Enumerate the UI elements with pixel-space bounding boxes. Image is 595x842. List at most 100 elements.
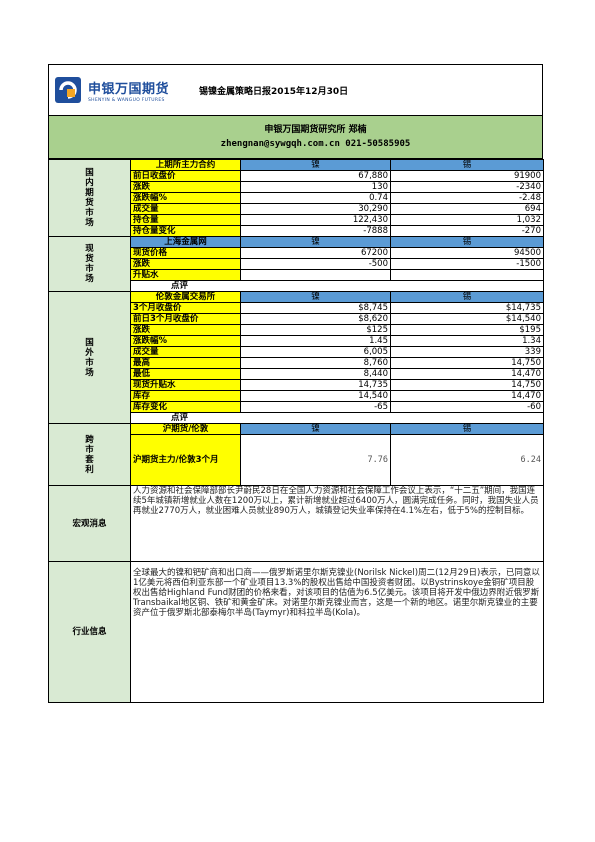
nickel-value: $125 [240,324,391,336]
nickel-value: 8,760 [240,357,391,369]
row-label: 成交量 [130,346,241,358]
market-table: 国内期货市场 上期所主力合约 镍 锡 前日收盘价 67,880 91900 涨跌 13… [48,159,544,703]
row-label: 最低 [130,368,241,380]
table-row: 涨跌 -500 -1500 [49,258,544,270]
row-label: 最高 [130,357,241,369]
col-tin: 锡 [390,159,544,171]
arbitrage-header-row: 跨市套利 沪期货/伦敦 镍 锡 [48,423,544,486]
nickel-value: 8,440 [240,368,391,380]
tin-value: 1.34 [390,335,544,347]
tin-value: 1,032 [390,214,544,226]
tin-value: -1500 [390,258,544,270]
comment-label: 点评 [130,412,544,424]
col-tin: 锡 [390,423,544,435]
row-label: 库存变化 [130,401,241,413]
logo-chinese-name: 申银万国期货 [88,81,170,97]
col-nickel: 镍 [240,423,391,435]
nickel-value: 6,005 [240,346,391,358]
table-row: 前日收盘价 67,880 91900 [49,170,544,182]
row-label: 现货升贴水 [130,379,241,391]
industry-label: 行业信息 [48,561,131,703]
tin-value: $14,735 [390,302,544,314]
col-nickel: 镍 [240,291,391,303]
row-label: 涨跌幅% [130,192,241,204]
row-label: 涨跌 [130,258,241,270]
company-logo: 申银万国期货 SHENYIN & WANGUO FUTURES [49,65,189,115]
domestic-header-label: 上期所主力合约 [130,159,241,171]
domestic-header-row: 国内期货市场 上期所主力合约 镍 锡 [48,159,544,237]
row-label: 前日收盘价 [130,170,241,182]
nickel-value: 14,540 [240,390,391,402]
arbitrage-section-label: 跨市套利 [48,423,131,486]
report-sheet: 申银万国期货 SHENYIN & WANGUO FUTURES 锡镍金属策略日报… [48,64,544,703]
nickel-value: 30,290 [240,203,391,215]
table-row: 成交量 30,290 694 [49,203,544,215]
spot-header-label: 上海金属网 [130,236,241,248]
row-label: 持仓量变化 [130,225,241,237]
nickel-value: -65 [240,401,391,413]
logo-english-name: SHENYIN & WANGUO FUTURES [88,97,165,103]
foreign-section-label: 国外市场 [48,291,131,424]
row-label: 沪期货主力/伦敦3个月 [130,434,241,486]
comment-label: 点评 [130,280,544,292]
row-label: 涨跌 [130,324,241,336]
nickel-value [240,269,391,281]
tin-value: -2340 [390,181,544,193]
row-label: 前日3个月收盘价 [130,313,241,325]
table-row: 成交量 6,005 339 [49,346,544,358]
col-tin: 锡 [390,236,544,248]
author-name: 申银万国期货研究所 郑楠 [264,125,367,135]
nickel-value: -500 [240,258,391,270]
nickel-value: $8,745 [240,302,391,314]
tin-value: 694 [390,203,544,215]
table-row: 3个月收盘价 $8,745 $14,735 [49,302,544,314]
report-header: 申银万国期货 SHENYIN & WANGUO FUTURES 锡镍金属策略日报… [48,64,543,116]
tin-value: 339 [390,346,544,358]
author-banner: 申银万国期货研究所 郑楠 zhengnan@sywgqh.com.cn 021-… [48,116,543,159]
row-label: 涨跌 [130,181,241,193]
col-nickel: 镍 [240,159,391,171]
nickel-value: 14,735 [240,379,391,391]
tin-value: 91900 [390,170,544,182]
nickel-value: 0.74 [240,192,391,204]
nickel-value: -7888 [240,225,391,237]
author-contact: zhengnan@sywgqh.com.cn 021-50585905 [220,139,411,149]
tin-value: -60 [390,401,544,413]
row-label: 升贴水 [130,269,241,281]
nickel-value: $8,620 [240,313,391,325]
nickel-ratio: 7.76 [240,434,391,486]
tin-value: $14,540 [390,313,544,325]
spot-section-label: 现货市场 [48,236,131,292]
report-title: 锡镍金属策略日报2015年12月30日 [199,86,349,97]
logo-icon [55,77,81,103]
nickel-value: 67,880 [240,170,391,182]
arbitrage-header-label: 沪期货/伦敦 [130,423,241,435]
foreign-header-label: 伦敦金属交易所 [130,291,241,303]
industry-text: 全球最大的镍和钯矿商和出口商——俄罗斯诺里尔斯克镍业(Norilsk Nicke… [130,561,544,703]
table-row: 最高 8,760 14,750 [49,357,544,369]
row-label: 3个月收盘价 [130,302,241,314]
table-row: 库存 14,540 14,470 [49,390,544,402]
nickel-value: 122,430 [240,214,391,226]
row-label: 成交量 [130,203,241,215]
macro-text: 人力资源和社会保障部部长尹蔚民28日在全国人力资源和社会保障工作会议上表示，“十… [130,485,544,562]
tin-value: 14,470 [390,390,544,402]
col-nickel: 镍 [240,236,391,248]
tin-value: 14,470 [390,368,544,380]
tin-value: -270 [390,225,544,237]
row-label: 库存 [130,390,241,402]
tin-value: 94500 [390,247,544,259]
arbitrage-ratio-row: 沪期货主力/伦敦3个月 7.76 6.24 [49,434,544,486]
tin-value [390,269,544,281]
col-tin: 锡 [390,291,544,303]
tin-value: $195 [390,324,544,336]
domestic-section-label: 国内期货市场 [48,159,131,237]
tin-value: 14,750 [390,379,544,391]
table-row: 涨跌幅% 1.45 1.34 [49,335,544,347]
table-row: 持仓量 122,430 1,032 [49,214,544,226]
tin-value: -2.48 [390,192,544,204]
macro-row: 宏观消息 人力资源和社会保障部部长尹蔚民28日在全国人力资源和社会保障工作会议上… [48,485,544,562]
table-row: 最低 8,440 14,470 [49,368,544,380]
tin-value: 14,750 [390,357,544,369]
foreign-header-row: 国外市场 伦敦金属交易所 镍 锡 [48,291,544,424]
